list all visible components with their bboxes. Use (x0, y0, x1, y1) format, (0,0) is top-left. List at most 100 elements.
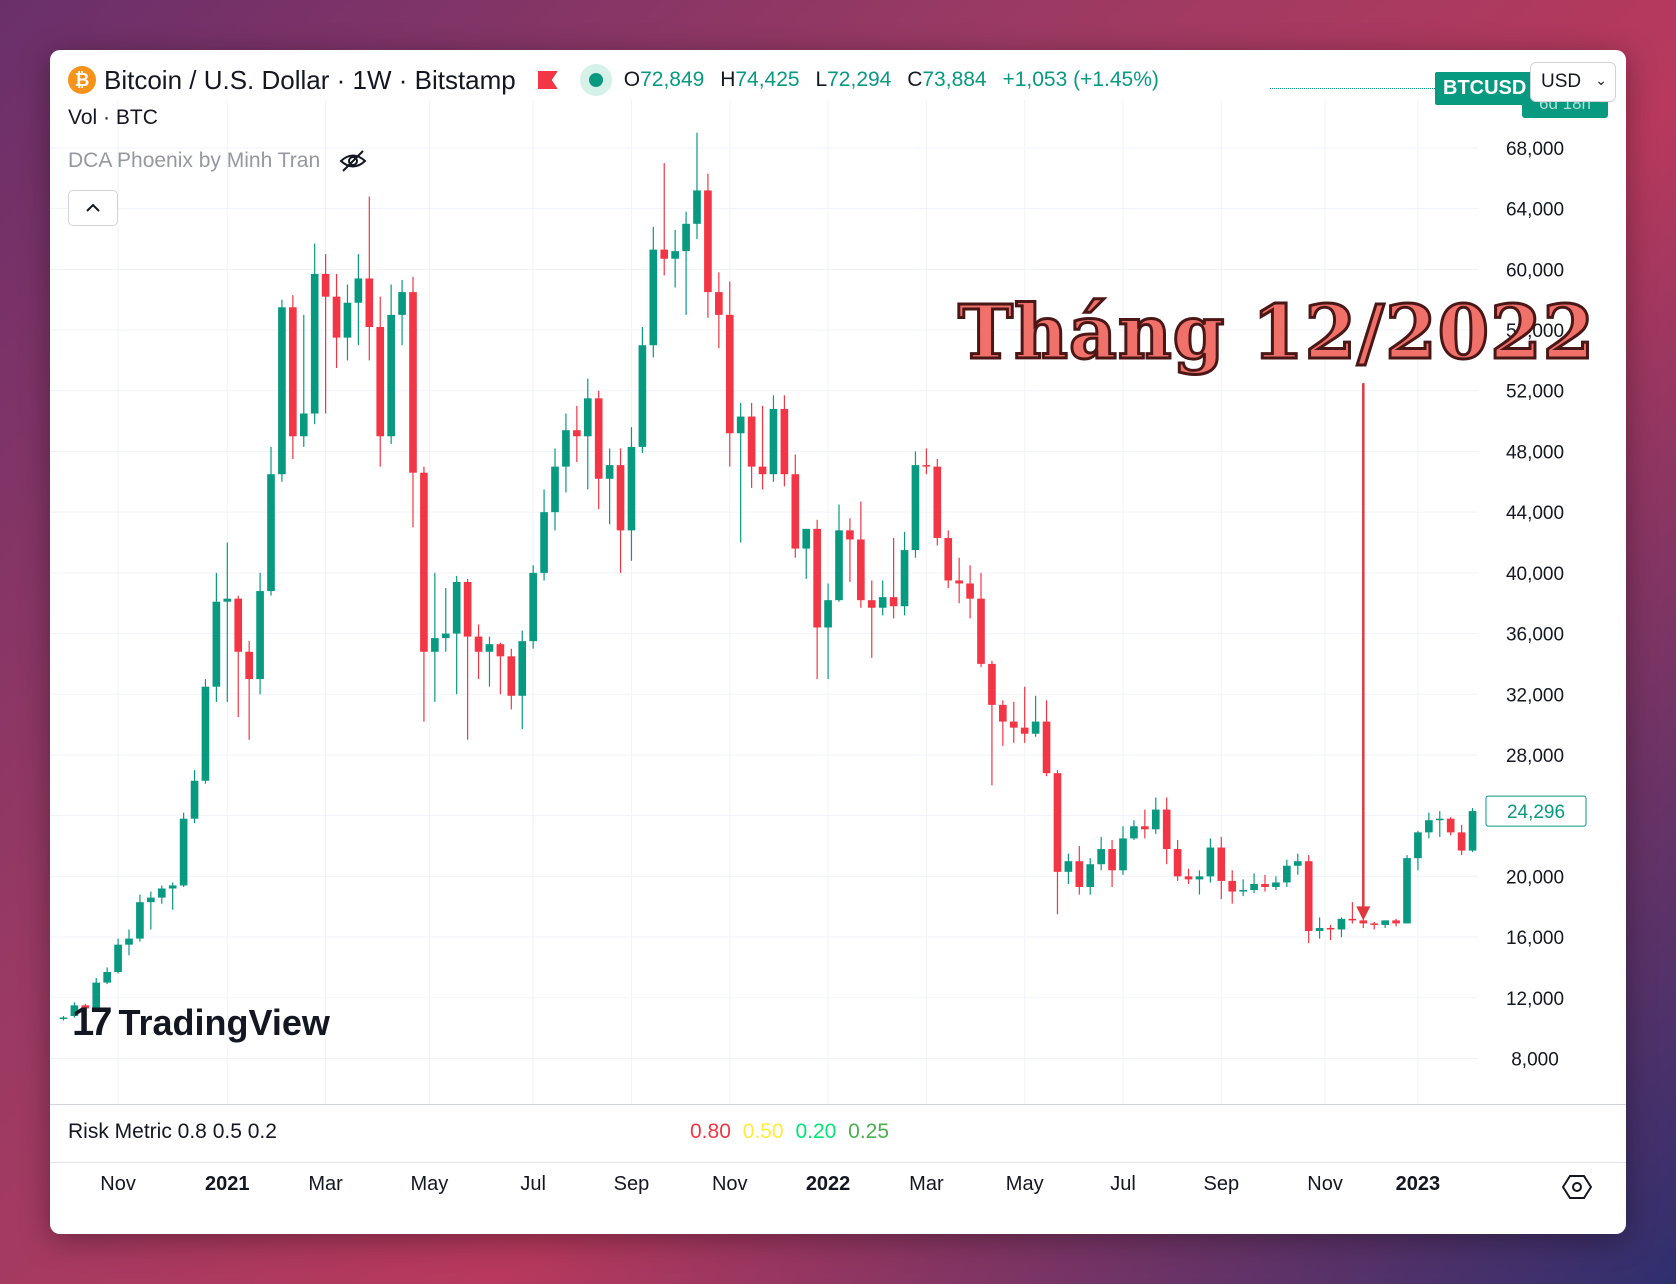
candle-body (715, 292, 723, 315)
candle-body (59, 1017, 68, 1020)
candle-body (944, 537, 953, 581)
y-tick-label: 56,000 (1506, 321, 1564, 342)
candle-body (660, 249, 669, 259)
y-tick-label: 8,000 (1511, 1049, 1559, 1070)
candle-body (81, 1005, 90, 1009)
close-value: 73,884 (922, 68, 987, 91)
x-tick-label: Sep (1204, 1173, 1240, 1195)
low-value: 72,294 (827, 68, 892, 91)
y-tick-label: 48,000 (1506, 442, 1564, 463)
candle-body (573, 430, 581, 437)
high-label: H (720, 68, 736, 91)
candle-body (649, 249, 658, 346)
candle-body (846, 530, 854, 540)
symbol-title[interactable]: Bitcoin / U.S. Dollar · 1W · Bitstamp (104, 64, 516, 95)
indicator-name: DCA Phoenix by Minh Tran (68, 149, 321, 172)
market-status-icon[interactable] (579, 64, 612, 96)
candle-body (955, 580, 963, 584)
x-tick-label: Mar (909, 1173, 944, 1195)
candle-body (92, 982, 101, 1009)
candle-body (1130, 826, 1138, 839)
x-tick-label: Nov (100, 1173, 136, 1195)
y-tick-label: 20,000 (1506, 867, 1564, 888)
annotation-text[interactable]: Tháng 12/2022 (956, 289, 1596, 378)
candle-body (1009, 721, 1018, 728)
candle-body (1414, 832, 1422, 859)
candle-body (1315, 927, 1324, 931)
x-tick-label: 2023 (1396, 1173, 1441, 1195)
candle-body (1228, 880, 1237, 892)
candle-body (605, 465, 614, 479)
candle-body (1151, 809, 1160, 830)
candle-body (1435, 818, 1444, 821)
candle-body (999, 704, 1007, 722)
indicator-legend[interactable]: DCA Phoenix by Minh Tran (68, 146, 368, 176)
candle-body (321, 273, 330, 297)
ticker-tag: BTCUSD (1435, 72, 1535, 105)
candle-body (594, 398, 603, 479)
candle-body (70, 1005, 79, 1016)
candle-body (1086, 864, 1095, 887)
candle-body (1119, 838, 1127, 871)
high-value: 74,425 (735, 68, 800, 91)
candle-body (736, 416, 745, 434)
candle-body (518, 641, 527, 696)
candle-body (747, 416, 756, 467)
currency-select[interactable]: USD ⌄ (1530, 62, 1616, 102)
eye-hidden-icon[interactable] (338, 146, 368, 176)
settings-icon[interactable] (1562, 1172, 1592, 1202)
candle-body (267, 474, 275, 592)
candle-body (179, 818, 188, 886)
candle-body (1075, 861, 1084, 887)
candle-body (1468, 811, 1477, 851)
candle-body (857, 539, 865, 601)
candle-body (1370, 923, 1379, 925)
candle-body (103, 971, 111, 983)
price-chart[interactable]: 8,00012,00016,00020,00024,00028,00032,00… (50, 50, 1626, 1234)
candle-body (125, 938, 133, 945)
pane-separator[interactable] (50, 1104, 1626, 1105)
risk-value-4: 0.25 (848, 1120, 890, 1143)
y-tick-label: 32,000 (1506, 685, 1564, 706)
volume-legend[interactable]: Vol · BTC (68, 106, 158, 129)
candle-body (474, 636, 483, 652)
candle-body (507, 656, 516, 696)
y-tick-label: 36,000 (1506, 625, 1564, 646)
risk-metric-label[interactable]: Risk Metric 0.8 0.5 0.2 (68, 1120, 277, 1143)
candle-body (1042, 721, 1051, 774)
y-tick-label: 44,000 (1506, 503, 1564, 524)
candle-body (725, 314, 734, 434)
chart-legend-header: ₿ Bitcoin / U.S. Dollar · 1W · Bitstamp … (68, 60, 1159, 100)
candle-body (354, 278, 363, 303)
y-axis-labels: 8,00012,00016,00020,00024,00028,00032,00… (1485, 139, 1587, 1070)
y-tick-label: 64,000 (1506, 200, 1564, 221)
candle-body (1446, 818, 1455, 833)
candle-body (911, 465, 920, 551)
last-price-label: 24,296 (1507, 802, 1565, 823)
risk-metric-values: 0.80 0.50 0.20 0.25 (690, 1120, 895, 1144)
candle-body (835, 530, 843, 601)
tradingview-mark-icon: 17 (72, 1000, 112, 1044)
tradingview-logo[interactable]: 17 TradingView (72, 1000, 330, 1045)
annotation-arrow-head (1356, 906, 1371, 921)
candle-body (1217, 847, 1226, 881)
candle-body (616, 465, 625, 531)
collapse-legend-button[interactable] (68, 190, 118, 226)
candle-body (1457, 832, 1466, 851)
candle-body (802, 528, 811, 549)
candle-body (332, 296, 341, 338)
candle-body (485, 644, 494, 652)
y-tick-label: 28,000 (1506, 746, 1564, 767)
candle-body (889, 597, 898, 607)
candle-body (463, 581, 472, 637)
candle-body (813, 528, 821, 628)
y-tick-label: 16,000 (1506, 928, 1564, 949)
flag-icon[interactable] (537, 71, 558, 89)
x-tick-label: Nov (712, 1173, 748, 1195)
candle-body (136, 902, 144, 939)
y-tick-label: 52,000 (1506, 382, 1564, 403)
x-tick-label: May (410, 1173, 448, 1195)
candle-body (1272, 882, 1280, 887)
currency-value: USD (1541, 71, 1582, 92)
candle-body (310, 273, 319, 414)
